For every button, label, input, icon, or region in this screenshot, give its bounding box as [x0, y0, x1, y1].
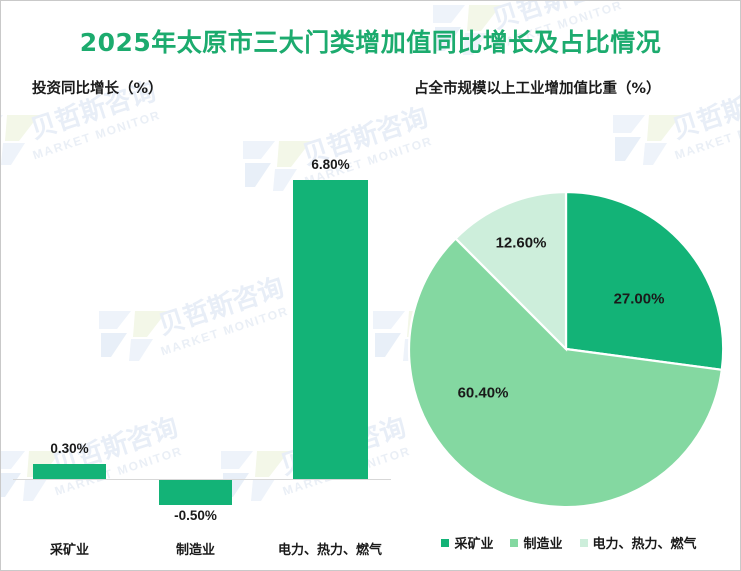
bar-rect-2[interactable]: [293, 180, 368, 479]
legend-item-1[interactable]: 制造业: [510, 533, 563, 552]
bar-plot-area: 0.30% -0.50% 6.80% 采矿业 制造业 电力、热力、燃气: [1, 121, 401, 558]
legend-item-2[interactable]: 电力、热力、燃气: [579, 533, 697, 552]
bar-value-label-0: 0.30%: [50, 441, 89, 456]
legend-swatch-icon: [441, 538, 450, 547]
pie-chart: 27.00% 60.40% 12.60% 采矿业 制造业 电力、热力、燃气: [396, 151, 740, 570]
bar-value-label-2: 6.80%: [311, 157, 350, 172]
pie-value-label-1: 60.40%: [457, 384, 509, 402]
legend-label-0: 采矿业: [454, 537, 494, 552]
legend-swatch-icon: [579, 538, 588, 547]
legend-swatch-icon: [510, 538, 519, 547]
bar-category-label-0: 采矿业: [49, 543, 89, 558]
bar-value-label-1: -0.50%: [174, 508, 217, 523]
bar-category-label-2: 电力、热力、燃气: [277, 543, 382, 558]
pie-slices-group: [407, 190, 725, 509]
legend-label-2: 电力、热力、燃气: [592, 537, 697, 552]
legend-label-1: 制造业: [523, 537, 563, 552]
bar-chart-subtitle: 投资同比增长（%）: [32, 81, 163, 97]
page-title: 2025年太原市三大门类增加值同比增长及占比情况: [79, 28, 662, 57]
bar-category-label-1: 制造业: [175, 543, 215, 558]
bar-chart: 0.30% -0.50% 6.80% 采矿业 制造业 电力、热力、燃气: [1, 121, 401, 561]
bar-zero-axis: [13, 479, 391, 480]
pie-slice-0[interactable]: [564, 190, 725, 372]
pie-slice-2[interactable]: [454, 190, 568, 352]
pie-value-label-0: 27.00%: [613, 290, 665, 308]
bar-rect-1[interactable]: [159, 480, 232, 505]
legend-item-0[interactable]: 采矿业: [441, 533, 493, 552]
pie-legend: 采矿业 制造业 电力、热力、燃气: [396, 533, 740, 552]
pie-chart-subtitle: 占全市规模以上工业增加值比重（%）: [414, 81, 661, 97]
pie-value-label-2: 12.60%: [495, 234, 547, 252]
watermark-cn-text: 贝哲斯咨询: [668, 76, 740, 146]
bar-rect-0[interactable]: [33, 464, 106, 479]
